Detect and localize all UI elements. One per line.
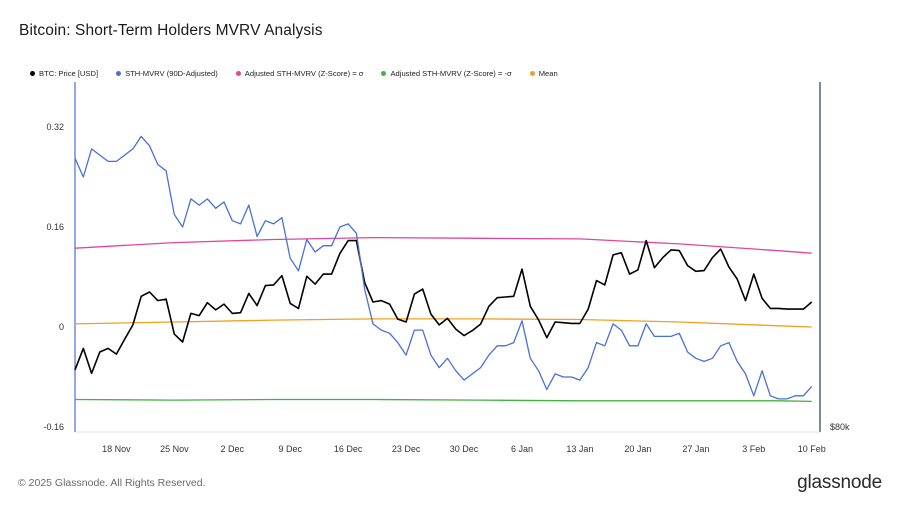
x-tick-label: 13 Jan: [566, 444, 593, 454]
chart-legend: BTC: Price [USD] STH-MVRV (90D-Adjusted)…: [30, 69, 558, 78]
x-tick-label: 3 Feb: [742, 444, 765, 454]
legend-marker: [30, 71, 35, 76]
legend-label: Adjusted STH-MVRV (Z-Score) = -σ: [390, 69, 512, 78]
series-line-mean[interactable]: [74, 318, 812, 328]
x-tick-label: 6 Jan: [511, 444, 533, 454]
legend-label: Adjusted STH-MVRV (Z-Score) = σ: [244, 69, 364, 78]
legend-marker: [381, 71, 387, 76]
legend-item-minus-sigma[interactable]: Adjusted STH-MVRV (Z-Score) = -σ: [381, 69, 512, 78]
series-line-btc-price-usd[interactable]: [74, 239, 813, 375]
x-tick-label: 16 Dec: [334, 444, 363, 454]
series-line-sth-mvrv-90d-adjusted[interactable]: [74, 135, 813, 400]
x-tick-label: 27 Jan: [682, 444, 709, 454]
legend-item-plus-sigma[interactable]: Adjusted STH-MVRV (Z-Score) = σ: [235, 69, 364, 78]
y-right-tick-label: $80k: [830, 422, 850, 432]
y-tick-label: -0.16: [43, 422, 64, 432]
y-tick-label: 0.32: [46, 122, 64, 132]
y-axis-left: 0.32 0.16 0 -0.16: [43, 122, 64, 432]
legend-label: Mean: [538, 69, 558, 78]
x-tick-label: 20 Jan: [624, 444, 651, 454]
series-line-adjusted-sth-mvrv-z-score[interactable]: [74, 398, 812, 403]
copyright-text: © 2025 Glassnode. All Rights Reserved.: [18, 477, 206, 489]
legend-item-sth-mvrv[interactable]: STH-MVRV (90D-Adjusted): [116, 69, 218, 78]
y-tick-label: 0: [59, 322, 64, 332]
x-tick-label: 2 Dec: [221, 444, 245, 454]
x-tick-label: 9 Dec: [278, 444, 302, 454]
x-tick-label: 23 Dec: [392, 444, 421, 454]
y-axis-right: $80k: [830, 422, 850, 432]
series-group: [74, 135, 813, 403]
glassnode-logo[interactable]: glassnode: [797, 472, 882, 493]
legend-item-mean[interactable]: Mean: [529, 69, 558, 78]
legend-label: BTC: Price [USD]: [39, 69, 99, 78]
x-tick-label: 18 Nov: [102, 444, 131, 454]
x-tick-label: 25 Nov: [160, 444, 189, 454]
legend-marker: [235, 71, 241, 76]
legend-item-btc-price[interactable]: BTC: Price [USD]: [30, 69, 98, 78]
x-tick-label: 30 Dec: [450, 444, 479, 454]
legend-label: STH-MVRV (90D-Adjusted): [125, 69, 218, 78]
legend-marker: [529, 71, 535, 76]
y-tick-label: 0.16: [46, 222, 64, 232]
x-axis: 18 Nov 25 Nov 2 Dec 9 Dec 16 Dec 23 Dec 30 Dec…: [102, 444, 826, 454]
chart-title: Bitcoin: Short-Term Holders MVRV Analysi…: [19, 22, 323, 39]
series-line-adjusted-sth-mvrv-z-score[interactable]: [74, 236, 812, 254]
legend-marker: [116, 71, 122, 76]
x-tick-label: 10 Feb: [798, 444, 826, 454]
